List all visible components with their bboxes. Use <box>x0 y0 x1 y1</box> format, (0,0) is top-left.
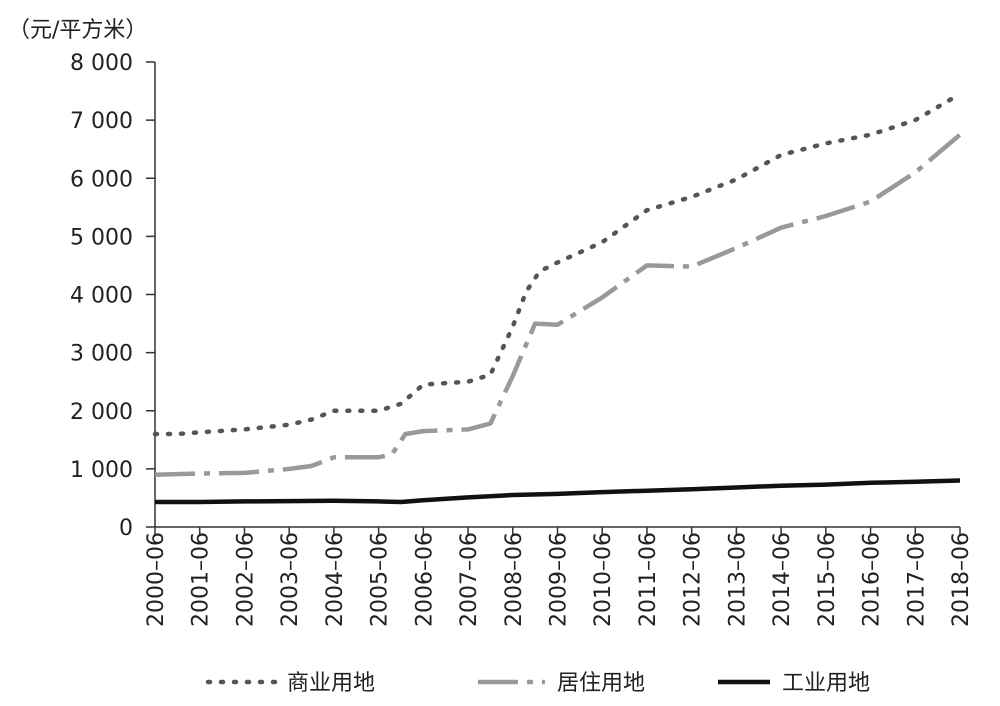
y-tick-label: 3 000 <box>70 342 133 367</box>
x-tick-label: 2018–06 <box>949 532 974 627</box>
legend-label: 工业用地 <box>782 671 870 696</box>
x-tick-label: 2017–06 <box>904 532 929 627</box>
legend-label: 商业用地 <box>287 671 375 696</box>
x-tick-label: 2008–06 <box>502 532 527 627</box>
series-line <box>152 91 963 437</box>
x-tick-label: 2011–06 <box>636 532 661 627</box>
series-line <box>154 132 962 477</box>
x-tick-label: 2013–06 <box>725 532 750 627</box>
x-tick-label: 2007–06 <box>457 532 482 627</box>
x-tick-label: 2009–06 <box>547 532 572 627</box>
legend-label: 居住用地 <box>557 671 645 696</box>
x-tick-label: 2002–06 <box>233 532 258 627</box>
y-tick-label: 6 000 <box>70 167 133 192</box>
y-tick-label: 7 000 <box>70 109 133 134</box>
legend: 商业用地 居住用地 工业用地 <box>205 671 870 696</box>
x-tick-label: 2010–06 <box>591 532 616 627</box>
x-tick-label: 2006–06 <box>412 532 437 627</box>
y-unit-label: （元/平方米） <box>8 18 147 43</box>
x-tick-label: 2003–06 <box>278 532 303 627</box>
x-tick-label: 2001–06 <box>189 532 214 627</box>
x-tick-label: 2004–06 <box>323 532 348 627</box>
x-tick-label: 2005–06 <box>368 532 393 627</box>
x-tick-label: 2016–06 <box>860 532 885 627</box>
y-tick-label: 4 000 <box>70 284 133 309</box>
series-lines <box>152 91 963 505</box>
axes: 0 1 000 2 000 3 000 4 000 5 000 6 000 7 000 8 00… <box>70 51 974 627</box>
x-tick-label: 2000–06 <box>144 532 169 627</box>
series-line <box>155 478 961 505</box>
x-tick-label: 2015–06 <box>815 532 840 627</box>
y-tick-label: 0 <box>119 516 133 541</box>
x-tick-label: 2014–06 <box>770 532 795 627</box>
y-tick-label: 8 000 <box>70 51 133 76</box>
x-tick-label: 2012–06 <box>681 532 706 627</box>
y-tick-label: 2 000 <box>70 400 133 425</box>
y-tick-label: 1 000 <box>70 458 133 483</box>
y-tick-label: 5 000 <box>70 225 133 250</box>
